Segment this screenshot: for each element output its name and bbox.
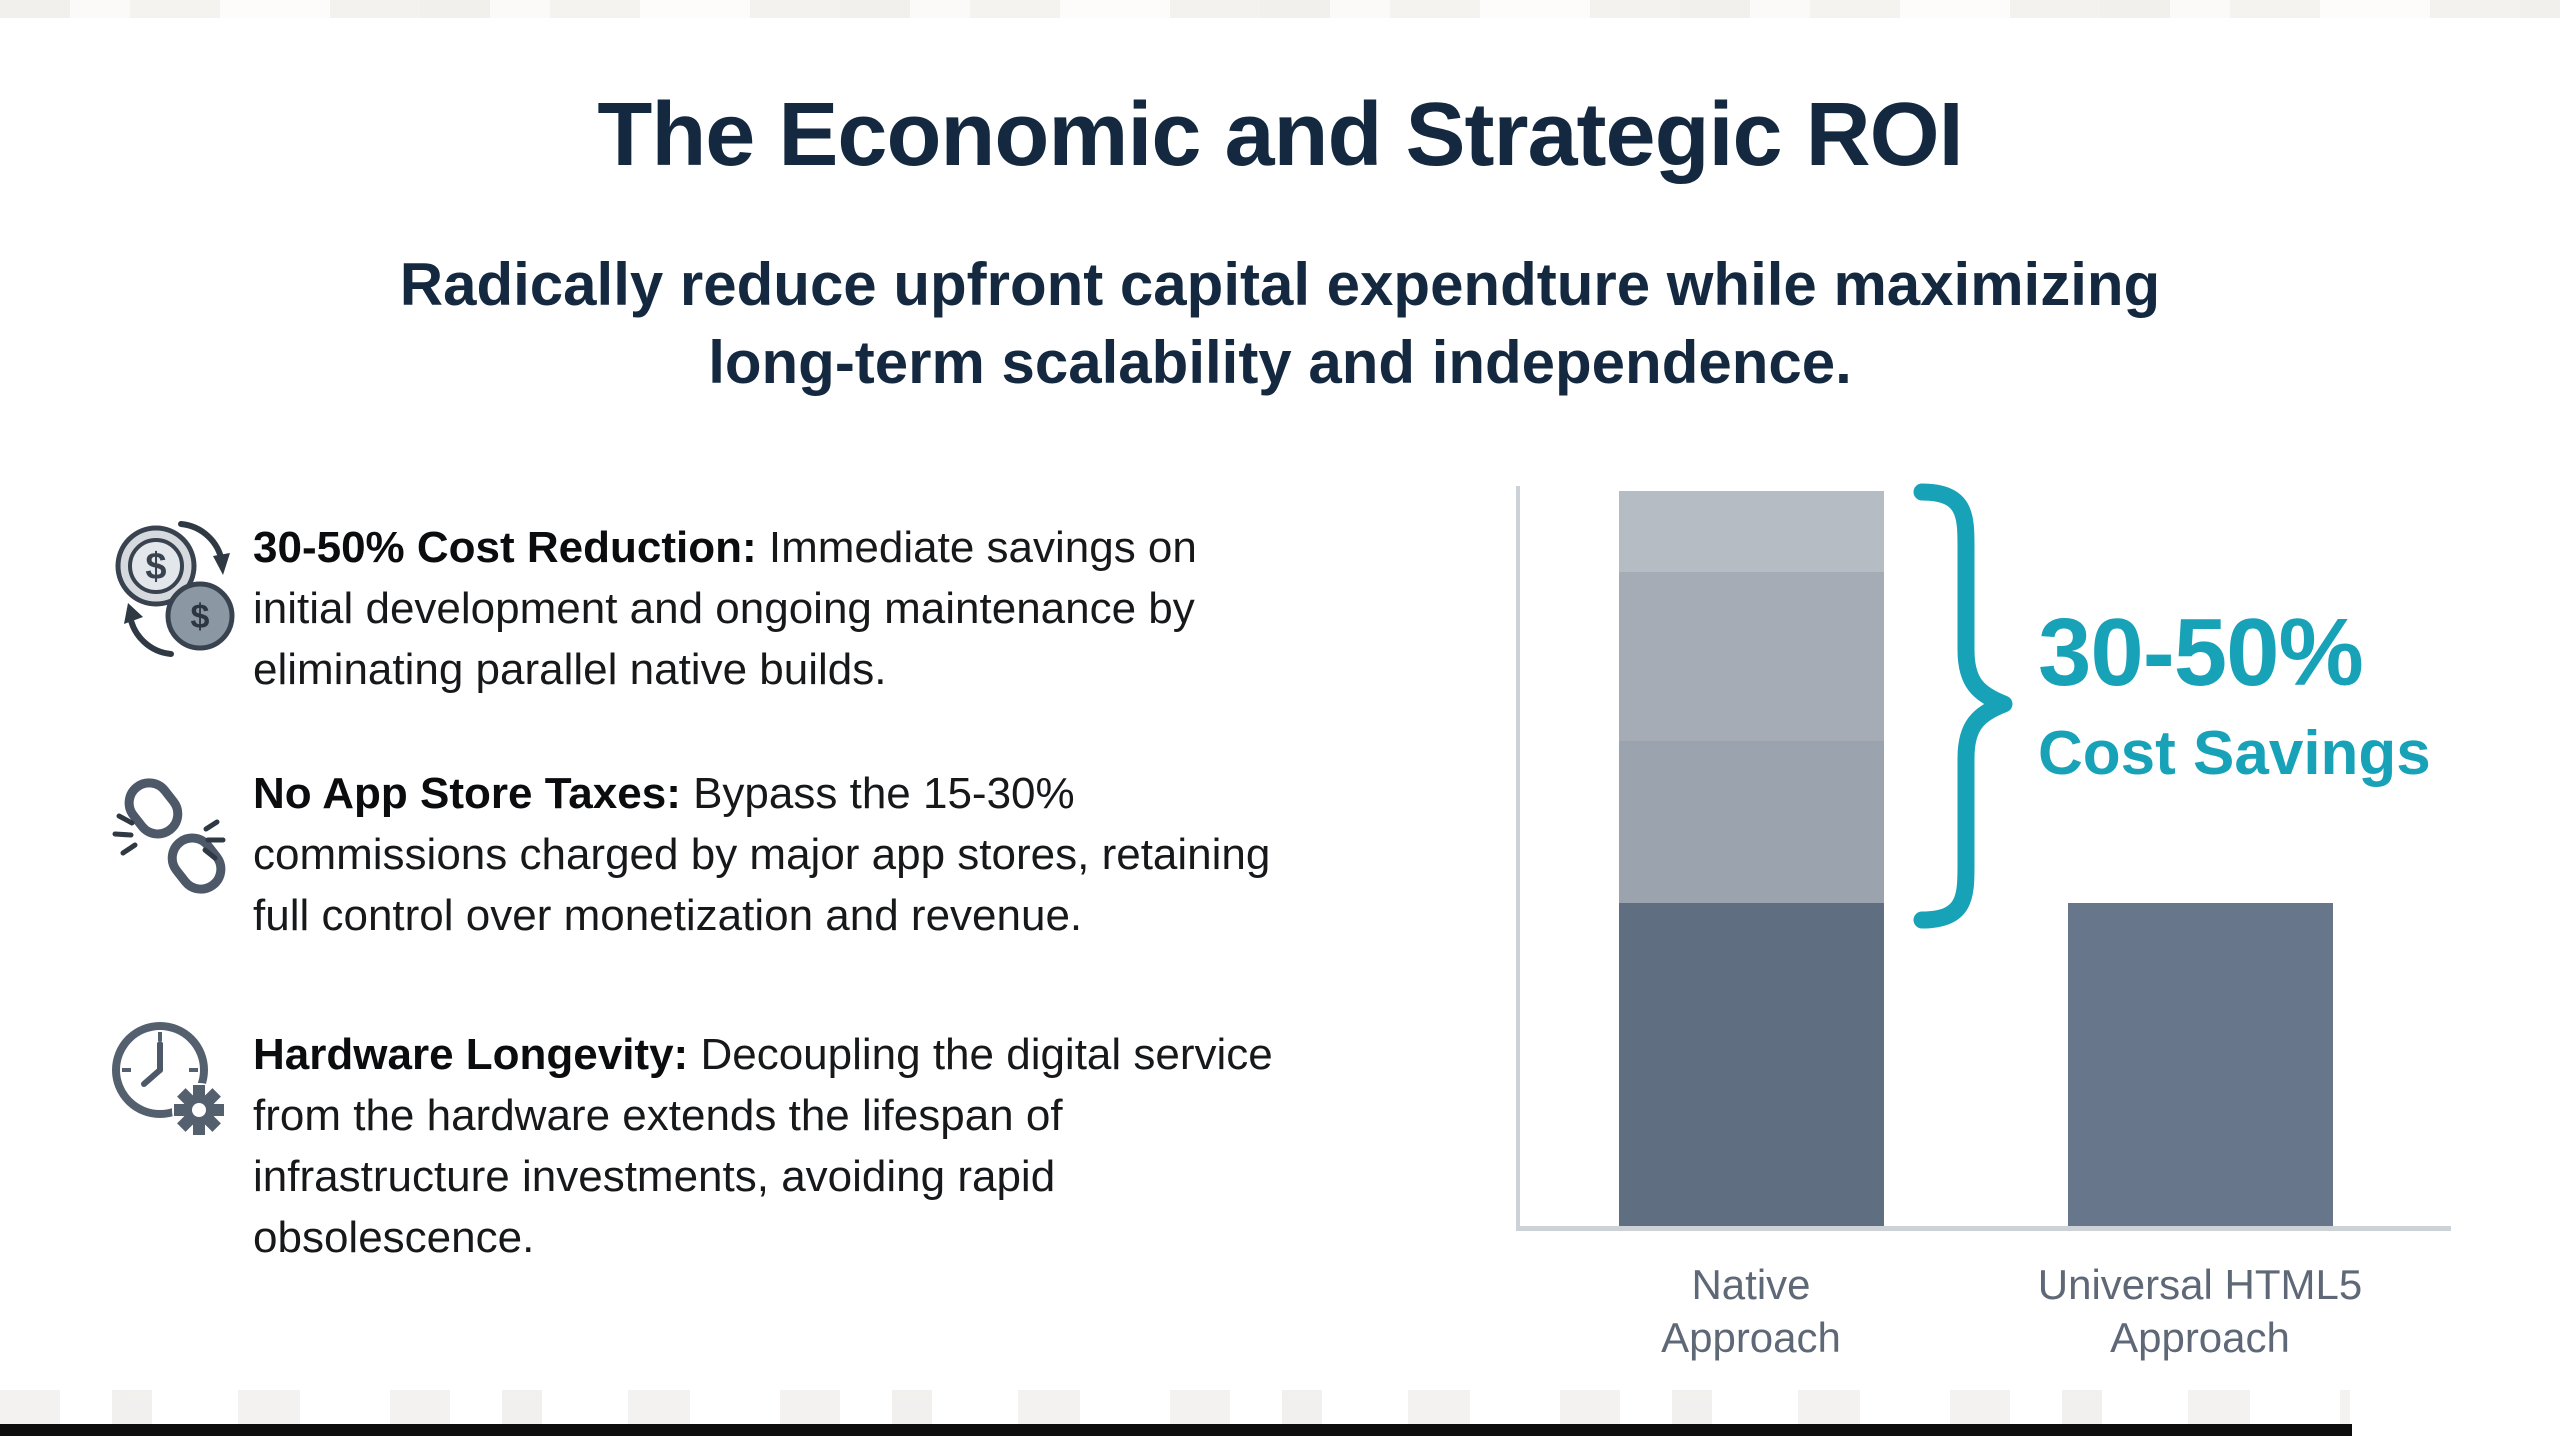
subtitle-line-1: Radically reduce upfront capital expendt… — [399, 251, 2161, 318]
clock-gear-icon — [112, 1022, 226, 1137]
benefit-item-no-app-store-taxes: No App Store Taxes: Bypass the 15-30% co… — [253, 763, 1623, 946]
savings-brace — [1913, 483, 2013, 929]
benefit-body: Decoupling the digital service from the … — [253, 1030, 1273, 1262]
top-artifact-band — [0, 0, 2560, 18]
benefit-lead: 30-50% Cost Reduction: — [253, 523, 757, 572]
savings-subtext: Cost Savings — [2038, 719, 2431, 788]
savings-headline: 30-50% — [2038, 599, 2364, 706]
native-bar-segment — [1619, 741, 1884, 903]
native-bar-segment — [1619, 903, 1884, 1226]
native-bar-segment — [1619, 572, 1884, 741]
axis-label-native: Native Approach — [1661, 1261, 1841, 1361]
svg-text:$: $ — [191, 598, 210, 636]
page-title: The Economic and Strategic ROI — [597, 85, 1963, 185]
benefit-item-hardware-longevity: Hardware Longevity: Decoupling the digit… — [253, 1024, 1623, 1268]
x-axis — [1516, 1226, 2451, 1231]
subtitle: Radically reduce upfront capital expendt… — [0, 246, 2560, 402]
broken-chain-icon — [112, 778, 226, 894]
benefit-lead: No App Store Taxes: — [253, 769, 681, 818]
currency-exchange-icon: $ $ — [115, 521, 235, 657]
bottom-black-bar — [0, 1424, 2352, 1436]
svg-text:$: $ — [145, 546, 166, 588]
native-bar — [1619, 491, 1884, 1226]
savings-annotation: 30-50% Cost Savings — [2038, 598, 2431, 789]
benefit-lead: Hardware Longevity: — [253, 1030, 689, 1079]
bottom-artifact-band — [0, 1390, 2350, 1424]
savings-brace-path — [1913, 483, 2013, 929]
benefit-body: Immediate savings on initial development… — [253, 523, 1197, 694]
native-bar-segment — [1619, 491, 1884, 572]
subtitle-line-2: long-term scalability and independence. — [708, 329, 1852, 396]
axis-label-universal: Universal HTML5 Approach — [2037, 1261, 2363, 1361]
benefit-body: Bypass the 15-30% commissions charged by… — [253, 769, 1271, 940]
benefit-item-cost-reduction: 30-50% Cost Reduction: Immediate savings… — [253, 517, 1623, 700]
y-axis — [1516, 486, 1520, 1230]
universal-bar — [2068, 903, 2333, 1226]
